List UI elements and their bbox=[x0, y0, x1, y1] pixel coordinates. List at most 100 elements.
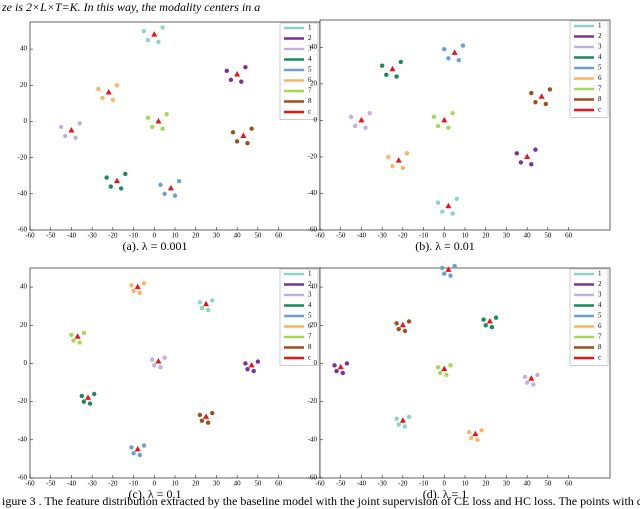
point bbox=[435, 123, 441, 129]
x-tick-label: -60 bbox=[315, 232, 325, 240]
x-tick-label: -40 bbox=[357, 480, 367, 488]
point bbox=[131, 288, 136, 294]
legend-box bbox=[569, 20, 609, 118]
legend-label: c bbox=[598, 106, 601, 114]
point bbox=[234, 139, 240, 144]
legend-label: 5 bbox=[308, 312, 312, 320]
point bbox=[160, 25, 165, 30]
point bbox=[493, 315, 499, 320]
panel-caption: (a). λ = 0.001 bbox=[123, 239, 188, 253]
center-marker bbox=[399, 321, 406, 328]
point bbox=[228, 77, 234, 83]
x-tick-label: -40 bbox=[357, 232, 367, 240]
point bbox=[404, 151, 410, 156]
center-marker bbox=[68, 127, 75, 133]
header-text: ze is 2×L×T=K. In this way, the modality… bbox=[1, 0, 260, 14]
point bbox=[363, 125, 368, 130]
point bbox=[406, 414, 412, 420]
legend-label: 2 bbox=[308, 34, 312, 42]
legend-label: 4 bbox=[308, 301, 312, 309]
x-tick-label: -10 bbox=[129, 232, 139, 240]
point bbox=[340, 370, 345, 376]
x-tick-label: -20 bbox=[108, 232, 118, 240]
center-marker bbox=[358, 116, 365, 123]
point bbox=[118, 186, 124, 191]
point bbox=[162, 191, 167, 197]
point bbox=[446, 125, 451, 130]
y-tick-label: -60 bbox=[18, 474, 28, 482]
point bbox=[131, 450, 136, 456]
y-tick-label: -60 bbox=[308, 226, 318, 234]
point bbox=[77, 121, 82, 126]
center-marker bbox=[203, 413, 210, 419]
point bbox=[456, 57, 461, 63]
x-tick-label: 0 bbox=[443, 480, 447, 488]
point bbox=[348, 114, 354, 119]
point bbox=[104, 175, 109, 180]
legend-label: 8 bbox=[598, 343, 602, 351]
x-tick-label: 10 bbox=[172, 480, 180, 488]
point bbox=[205, 420, 211, 425]
point bbox=[442, 47, 447, 52]
x-tick-label: 60 bbox=[565, 480, 573, 488]
point bbox=[479, 428, 484, 433]
point bbox=[344, 361, 350, 366]
point bbox=[543, 101, 548, 107]
x-tick-label: -20 bbox=[398, 232, 408, 240]
legend-label: 4 bbox=[308, 55, 312, 63]
y-tick-label: 20 bbox=[310, 321, 318, 329]
legend-box bbox=[279, 268, 319, 366]
x-tick-label: 10 bbox=[462, 480, 470, 488]
legend-label: 3 bbox=[308, 291, 312, 299]
point bbox=[205, 307, 211, 313]
y-tick-label: 40 bbox=[20, 45, 28, 53]
point bbox=[249, 126, 254, 131]
point bbox=[172, 193, 178, 198]
x-tick-label: 40 bbox=[524, 232, 532, 240]
legend-label: 2 bbox=[598, 32, 602, 40]
legend-label: 7 bbox=[308, 333, 312, 341]
point bbox=[450, 110, 455, 116]
point bbox=[402, 424, 408, 429]
point bbox=[394, 74, 399, 79]
panel-caption: (c). λ = 0.1 bbox=[129, 487, 182, 501]
legend-label: 6 bbox=[308, 322, 312, 330]
point bbox=[245, 366, 250, 372]
legend-label: 1 bbox=[308, 24, 312, 32]
point bbox=[87, 401, 93, 406]
x-tick-label: 60 bbox=[275, 480, 283, 488]
point bbox=[150, 357, 155, 362]
point bbox=[141, 28, 147, 34]
legend-label: 7 bbox=[598, 85, 602, 93]
y-tick-label: 0 bbox=[314, 116, 318, 124]
point bbox=[137, 290, 142, 296]
point bbox=[384, 72, 389, 77]
point bbox=[199, 305, 205, 311]
point bbox=[529, 162, 534, 167]
point bbox=[390, 163, 395, 169]
center-marker bbox=[538, 93, 545, 99]
center-marker bbox=[151, 31, 158, 37]
point bbox=[437, 370, 443, 376]
x-tick-label: 20 bbox=[482, 480, 490, 488]
center-marker bbox=[240, 132, 247, 138]
center-marker bbox=[85, 394, 91, 400]
x-tick-label: 30 bbox=[503, 232, 511, 240]
x-tick-label: 20 bbox=[482, 232, 490, 240]
point bbox=[141, 281, 147, 286]
point bbox=[334, 368, 339, 374]
plot-frame bbox=[29, 21, 321, 231]
legend-label: 8 bbox=[308, 343, 312, 351]
point bbox=[71, 338, 76, 343]
center-marker bbox=[134, 445, 141, 452]
legend-label: 2 bbox=[308, 280, 312, 288]
x-tick-label: 60 bbox=[275, 232, 283, 240]
x-tick-label: -60 bbox=[25, 480, 35, 488]
point bbox=[435, 200, 441, 205]
plot-frame bbox=[319, 19, 611, 231]
y-tick-label: 20 bbox=[310, 80, 318, 88]
center-marker bbox=[486, 317, 493, 324]
point bbox=[483, 323, 488, 328]
y-tick-label: -60 bbox=[18, 226, 28, 234]
